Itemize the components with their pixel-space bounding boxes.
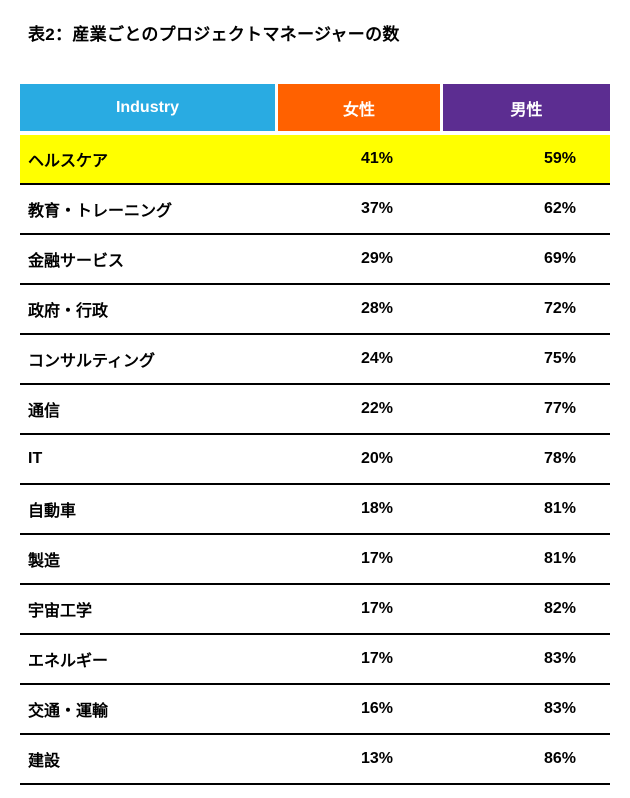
industry-cell: 政府・行政 <box>28 303 109 320</box>
male-value: 72% <box>543 300 576 317</box>
header-industry: Industry <box>20 84 275 131</box>
industry-cell: IT <box>28 450 43 467</box>
table-row: エネルギー 17% 83% <box>20 635 610 685</box>
male-value: 77% <box>543 400 576 417</box>
male-value: 86% <box>543 750 576 767</box>
table-row: 製造 17% 81% <box>20 535 610 585</box>
male-value: 69% <box>543 250 576 267</box>
table-row: ヘルスケア 41% 59% <box>20 135 610 185</box>
male-value: 81% <box>543 550 576 567</box>
female-value: 37% <box>360 200 393 217</box>
table-row: 政府・行政 28% 72% <box>20 285 610 335</box>
male-value: 75% <box>543 350 576 367</box>
industry-cell: 宇宙工学 <box>28 603 93 620</box>
male-value: 81% <box>543 500 576 517</box>
male-value: 62% <box>543 200 576 217</box>
table-row: 金融サービス 29% 69% <box>20 235 610 285</box>
female-value: 18% <box>360 500 393 517</box>
industry-gender-table: Industry 女性 男性 ヘルスケア 41% 59% 教育・トレーニング 3… <box>20 84 610 785</box>
male-value: 83% <box>543 700 576 717</box>
female-value: 29% <box>360 250 393 267</box>
industry-cell: 教育・トレーニング <box>28 203 173 220</box>
female-value: 22% <box>360 400 393 417</box>
table-row: 自動車 18% 81% <box>20 485 610 535</box>
female-value: 24% <box>360 350 393 367</box>
table-row: 通信 22% 77% <box>20 385 610 435</box>
industry-cell: コンサルティング <box>28 353 156 370</box>
table-row: 宇宙工学 17% 82% <box>20 585 610 635</box>
header-female: 女性 <box>278 84 440 131</box>
male-value: 59% <box>543 150 576 167</box>
table-row: 教育・トレーニング 37% 62% <box>20 185 610 235</box>
female-value: 28% <box>360 300 393 317</box>
male-value: 83% <box>543 650 576 667</box>
table-header: Industry 女性 男性 <box>20 84 610 131</box>
page-title: 表2：産業ごとのプロジェクトマネージャーの数 <box>28 25 400 44</box>
industry-cell: 通信 <box>28 403 61 420</box>
female-value: 17% <box>360 600 393 617</box>
industry-cell: 製造 <box>28 553 61 570</box>
industry-cell: 建設 <box>28 753 61 770</box>
industry-cell: エネルギー <box>28 653 109 670</box>
header-male: 男性 <box>443 84 610 131</box>
industry-cell: ヘルスケア <box>28 153 109 170</box>
female-value: 17% <box>360 650 393 667</box>
male-value: 78% <box>543 450 576 467</box>
female-value: 16% <box>360 700 393 717</box>
table-row: 交通・運輸 16% 83% <box>20 685 610 735</box>
industry-cell: 交通・運輸 <box>28 703 109 720</box>
female-value: 41% <box>360 150 393 167</box>
female-value: 13% <box>360 750 393 767</box>
industry-cell: 自動車 <box>28 503 77 520</box>
table-row: コンサルティング 24% 75% <box>20 335 610 385</box>
table-row: 建設 13% 86% <box>20 735 610 785</box>
male-value: 82% <box>543 600 576 617</box>
table-row: IT 20% 78% <box>20 435 610 485</box>
female-value: 17% <box>360 550 393 567</box>
female-value: 20% <box>360 450 393 467</box>
industry-cell: 金融サービス <box>28 253 125 270</box>
